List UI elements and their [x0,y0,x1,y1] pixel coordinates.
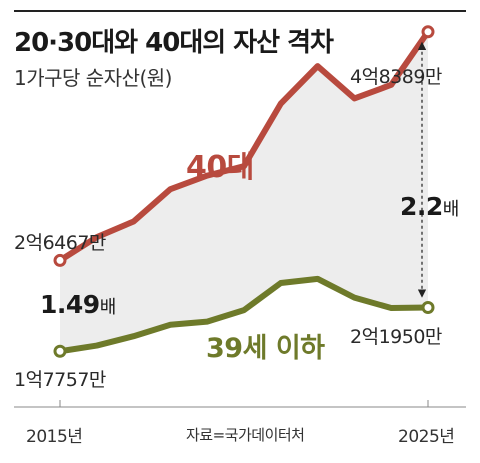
gap-area [60,31,428,352]
chart-title: 20·30대와 40대의 자산 격차 [14,28,334,58]
source-note: 자료=국가데이터처 [186,426,305,444]
x-axis-end-label: 2025년 [398,427,455,447]
ratio-end-annotation: 2.2배 [400,192,459,221]
series-1-end-point [421,301,435,315]
40s-start-value-label: 2억6467만 [14,232,106,254]
39under-end-value-label: 2억1950만 [350,326,442,348]
ratio-start-value: 1.49 [40,290,100,319]
series-line-0 [57,28,431,264]
series-line-1 [57,275,431,355]
40s-end-value-label: 4억8389만 [350,66,442,88]
top-rule [14,10,466,12]
x-axis-start-label: 2015년 [26,427,83,447]
ratio-end-value: 2.2 [400,192,443,221]
series-layer [53,25,435,358]
ratio-start-unit: 배 [99,297,117,318]
series-0-end-point [421,25,435,39]
series-0-start-point [53,253,67,267]
series-label-39under: 39세 이하 [206,333,325,364]
series-label-40s: 40대 [186,150,254,185]
chart-subtitle: 1가구당 순자산(원) [14,66,173,90]
ratio-end-unit: 배 [442,199,460,220]
39under-start-value-label: 1억7757만 [14,369,106,391]
ratio-start-annotation: 1.49배 [40,290,116,319]
series-1-start-point [53,344,67,358]
